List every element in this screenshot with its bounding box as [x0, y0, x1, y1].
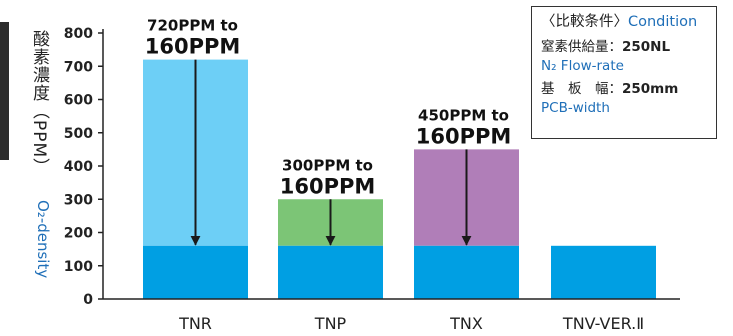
y-tick-label: 600 [64, 93, 93, 109]
flow-rate-value: 250NL [622, 39, 671, 55]
pcb-width-label-en: PCB-width [541, 100, 610, 116]
annotation-line2: 160PPM [145, 35, 241, 59]
flow-rate-label: 窒素供給量： [541, 39, 622, 55]
annotation-line1: 450PPM to [418, 106, 509, 124]
side-accent-bar [0, 22, 9, 160]
bar-base-tnp [278, 245, 383, 299]
x-tick-label: TNX [449, 314, 483, 333]
y-axis-label-jp: 酸素濃度（PPM） [29, 30, 49, 177]
bar-base-tnr [143, 245, 248, 299]
bar-base-tnx [414, 245, 519, 299]
y-tick-label: 500 [64, 126, 93, 142]
y-tick-label: 300 [64, 192, 93, 208]
condition-title-jp: 〈比較条件〉 [541, 14, 628, 30]
pcb-width-value: 250mm [622, 81, 679, 97]
y-tick-label: 100 [64, 259, 93, 275]
y-tick-label: 200 [64, 226, 93, 242]
bar-base-tnvver [551, 245, 656, 299]
y-tick-label: 400 [64, 159, 93, 175]
x-tick-label: TNR [178, 314, 212, 333]
flow-rate-row: 窒素供給量：250NL [541, 37, 716, 57]
annotation-line1: 720PPM to [147, 17, 238, 35]
flow-rate-label-en: N₂ Flow-rate [541, 58, 624, 74]
x-tick-label: TNP [314, 314, 347, 333]
condition-title-en: Condition [628, 14, 698, 30]
annotation-line2: 160PPM [416, 124, 512, 148]
x-tick-label: TNV-VER.Ⅱ [562, 314, 644, 333]
annotation-line1: 300PPM to [282, 156, 373, 174]
condition-title: 〈比較条件〉Condition [541, 11, 716, 33]
y-tick-label: 0 [83, 292, 93, 308]
condition-box: 〈比較条件〉Condition 窒素供給量：250NL N₂ Flow-rate… [531, 6, 717, 139]
pcb-width-row: 基 板 幅：250mm [541, 79, 716, 99]
pcb-width-label: 基 板 幅： [541, 81, 622, 97]
y-axis-label-en: O₂-density [34, 200, 52, 279]
y-tick-label: 700 [64, 59, 93, 75]
y-tick-label: 800 [64, 26, 93, 42]
annotation-line2: 160PPM [280, 174, 376, 198]
